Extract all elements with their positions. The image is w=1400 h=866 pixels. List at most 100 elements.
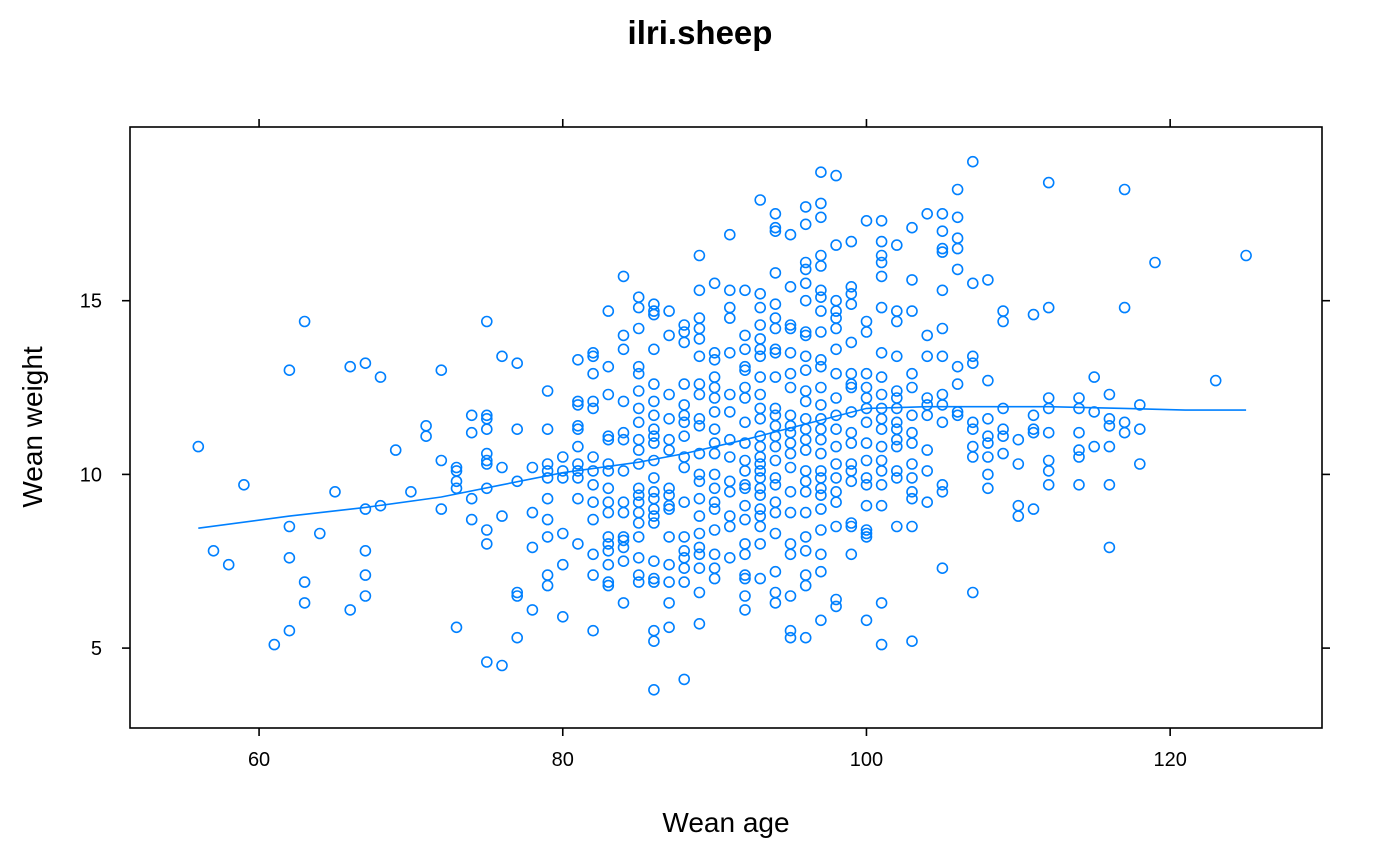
data-point bbox=[997, 402, 1009, 415]
data-point bbox=[602, 360, 615, 373]
data-point bbox=[374, 371, 387, 383]
data-point bbox=[754, 451, 767, 463]
data-point bbox=[830, 458, 842, 470]
data-point bbox=[693, 322, 706, 335]
data-point bbox=[1027, 426, 1040, 439]
data-point bbox=[799, 531, 812, 543]
data-point bbox=[632, 482, 645, 495]
data-point bbox=[238, 478, 250, 491]
data-point bbox=[648, 683, 660, 696]
data-point bbox=[739, 478, 751, 491]
data-point bbox=[845, 548, 858, 561]
data-point bbox=[648, 395, 660, 408]
data-point bbox=[860, 531, 873, 543]
data-point bbox=[739, 437, 751, 449]
data-point bbox=[875, 499, 888, 512]
data-point bbox=[693, 527, 706, 540]
data-point bbox=[860, 326, 873, 338]
data-point bbox=[480, 538, 493, 550]
data-point bbox=[511, 586, 524, 599]
data-point bbox=[936, 485, 949, 498]
data-point bbox=[739, 569, 751, 581]
data-point bbox=[921, 496, 934, 509]
data-point bbox=[572, 399, 584, 411]
data-point bbox=[678, 399, 691, 411]
data-point bbox=[480, 458, 493, 470]
data-point bbox=[435, 364, 448, 377]
data-point bbox=[966, 423, 979, 436]
data-point bbox=[572, 423, 584, 436]
data-point bbox=[951, 232, 964, 244]
data-point bbox=[739, 364, 751, 377]
data-point bbox=[329, 485, 341, 498]
data-point bbox=[890, 392, 903, 404]
data-point bbox=[754, 319, 767, 331]
data-point bbox=[420, 430, 432, 443]
data-point bbox=[830, 423, 842, 436]
data-point bbox=[192, 440, 205, 453]
data-point bbox=[541, 472, 554, 484]
data-point bbox=[602, 558, 615, 571]
data-point bbox=[860, 454, 873, 467]
data-point bbox=[936, 388, 949, 401]
data-point bbox=[815, 423, 827, 436]
data-point bbox=[966, 416, 979, 429]
data-point bbox=[845, 520, 858, 533]
data-point bbox=[663, 305, 675, 317]
data-point bbox=[693, 412, 706, 425]
data-point bbox=[921, 409, 934, 422]
data-point bbox=[860, 381, 873, 394]
data-point bbox=[966, 277, 979, 290]
data-point bbox=[739, 548, 751, 561]
data-point bbox=[1012, 499, 1025, 512]
data-point bbox=[754, 350, 767, 363]
data-point bbox=[572, 353, 584, 366]
data-point bbox=[875, 465, 888, 477]
data-point bbox=[541, 579, 554, 592]
data-point bbox=[769, 298, 782, 311]
data-point bbox=[799, 364, 812, 377]
data-point bbox=[1012, 433, 1025, 446]
data-point bbox=[298, 597, 311, 609]
data-point bbox=[708, 572, 721, 585]
data-point bbox=[921, 465, 934, 477]
data-point bbox=[693, 548, 706, 561]
data-point bbox=[799, 465, 812, 477]
data-point bbox=[739, 513, 751, 526]
data-point bbox=[723, 312, 736, 324]
data-point bbox=[875, 597, 888, 609]
data-point bbox=[663, 444, 675, 456]
data-point bbox=[678, 673, 691, 686]
data-point bbox=[951, 242, 964, 255]
data-point bbox=[1042, 402, 1055, 415]
data-point bbox=[875, 235, 888, 248]
smooth-trend-line bbox=[198, 405, 1247, 529]
data-point bbox=[723, 284, 736, 297]
data-point bbox=[769, 402, 782, 415]
data-point bbox=[784, 322, 797, 335]
data-point bbox=[496, 659, 508, 672]
data-point bbox=[632, 444, 645, 456]
data-point bbox=[678, 409, 691, 422]
data-point bbox=[708, 406, 721, 418]
data-point bbox=[617, 534, 630, 547]
data-point bbox=[723, 485, 736, 498]
data-point bbox=[815, 284, 827, 297]
data-point bbox=[860, 524, 873, 536]
data-point bbox=[708, 346, 721, 359]
data-point bbox=[663, 433, 675, 446]
data-points bbox=[192, 155, 1252, 696]
data-point bbox=[860, 315, 873, 328]
data-point bbox=[860, 437, 873, 449]
data-point bbox=[860, 367, 873, 380]
data-point bbox=[754, 440, 767, 453]
data-point bbox=[632, 496, 645, 509]
data-point bbox=[830, 600, 842, 613]
data-point bbox=[617, 465, 630, 477]
data-point bbox=[769, 565, 782, 578]
data-point bbox=[936, 416, 949, 429]
data-point bbox=[708, 562, 721, 575]
data-point bbox=[587, 478, 599, 491]
data-point bbox=[344, 604, 357, 616]
